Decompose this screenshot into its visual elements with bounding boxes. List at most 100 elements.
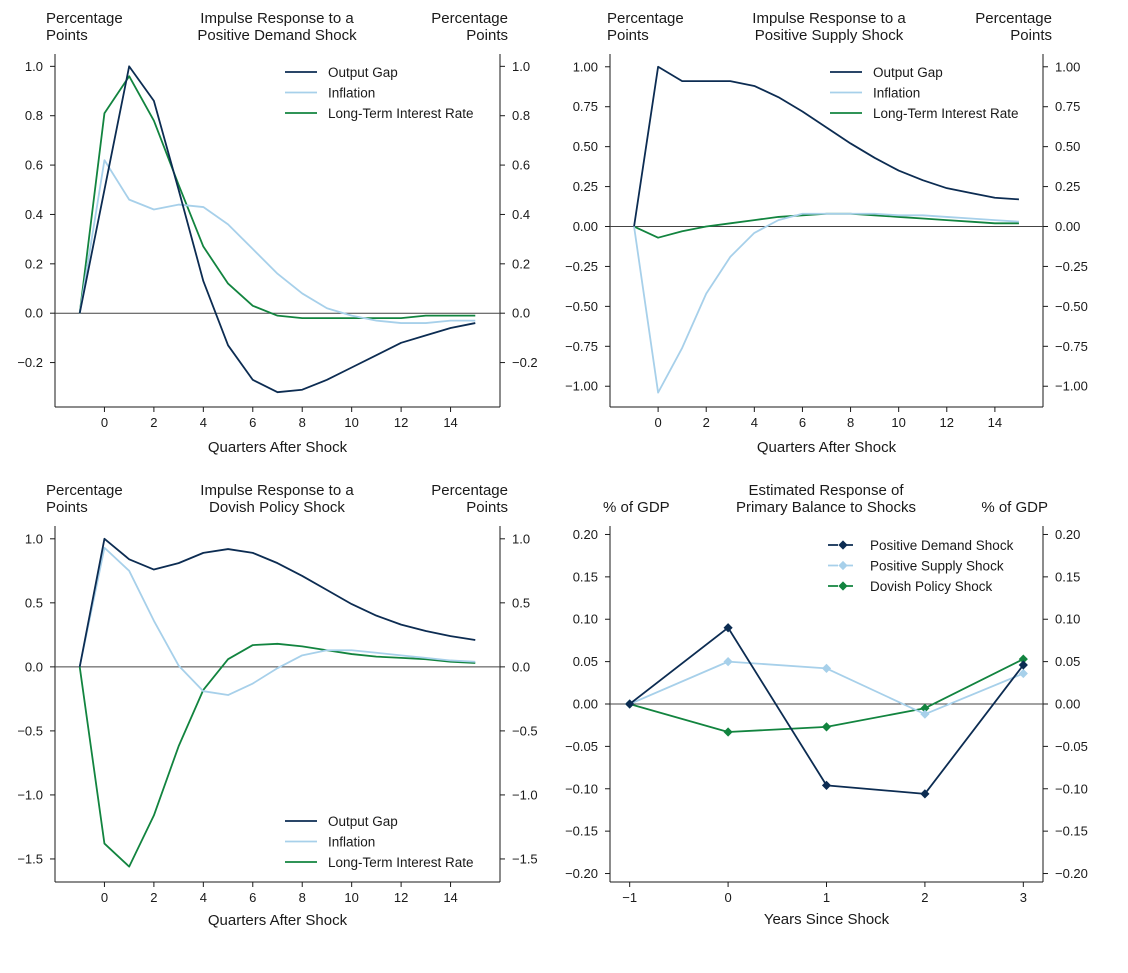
y-tick-label: 0.15	[1055, 569, 1080, 584]
right-unit-label: Percentage	[975, 10, 1052, 27]
x-tick-label: 0	[654, 415, 661, 430]
left-unit-label: Points	[46, 499, 88, 516]
data-point	[920, 789, 930, 799]
x-tick-label: 12	[394, 890, 408, 905]
x-tick-label: 6	[249, 415, 256, 430]
x-tick-label: −1	[622, 890, 637, 905]
left-unit-label: Points	[46, 27, 88, 44]
y-tick-label: 0.6	[512, 158, 530, 173]
y-tick-label: 1.0	[512, 531, 530, 546]
right-unit-label: Percentage	[431, 10, 508, 27]
series-line	[78, 75, 476, 320]
y-tick-label: −0.5	[17, 723, 43, 738]
y-tick-label: −1.5	[17, 851, 43, 866]
series-line	[78, 65, 476, 394]
y-tick-label: −0.10	[1055, 781, 1088, 796]
series-line	[629, 626, 1025, 795]
y-tick-label: −0.2	[512, 355, 538, 370]
series-line	[78, 159, 476, 324]
x-tick-label: 14	[988, 415, 1002, 430]
y-tick-label: −0.2	[17, 355, 43, 370]
data-point	[1018, 660, 1028, 670]
legend-marker	[838, 540, 848, 550]
series-line	[78, 642, 476, 868]
y-tick-label: 1.00	[1055, 59, 1080, 74]
y-tick-label: 0.2	[512, 256, 530, 271]
chart-title: Positive Demand Shock	[197, 27, 357, 44]
data-point	[625, 699, 635, 709]
chart-title: Primary Balance to Shocks	[736, 499, 916, 516]
y-tick-label: −0.20	[1055, 866, 1088, 881]
y-tick-label: 0.00	[573, 219, 598, 234]
y-tick-label: −0.50	[565, 299, 598, 314]
x-tick-label: 8	[299, 890, 306, 905]
y-tick-label: −0.50	[1055, 299, 1088, 314]
x-tick-label: 10	[344, 890, 358, 905]
x-tick-label: 8	[847, 415, 854, 430]
legend-label: Inflation	[328, 86, 375, 101]
legend-label: Output Gap	[328, 65, 398, 80]
x-tick-label: 8	[299, 415, 306, 430]
y-tick-label: −1.0	[17, 787, 43, 802]
y-tick-label: 0.4	[25, 207, 43, 222]
chart-panel-4: % of GDP % of GDP Estimated Response ofPri…	[565, 482, 1088, 928]
x-axis-label: Quarters After Shock	[208, 912, 348, 929]
y-tick-label: −1.00	[1055, 379, 1088, 394]
x-axis-label: Quarters After Shock	[208, 439, 348, 456]
series-line	[633, 212, 1019, 394]
series-line	[633, 65, 1019, 227]
left-unit-label: Percentage	[46, 482, 123, 499]
y-tick-label: 0.75	[573, 99, 598, 114]
x-axis-label: Years Since Shock	[764, 911, 890, 928]
x-tick-label: 12	[394, 415, 408, 430]
y-tick-label: 0.5	[25, 595, 43, 610]
chart-panel-2: PercentagePointsPercentagePointsImpulse …	[565, 10, 1088, 456]
right-unit-label: Percentage	[431, 482, 508, 499]
y-tick-label: −0.05	[1055, 739, 1088, 754]
legend-label: Long-Term Interest Rate	[873, 106, 1019, 121]
data-point	[723, 657, 733, 667]
chart-title: Impulse Response to a	[200, 10, 354, 27]
y-tick-label: 0.20	[573, 527, 598, 542]
data-point	[821, 722, 832, 732]
y-tick-label: 1.0	[512, 59, 530, 74]
y-tick-label: 1.00	[573, 59, 598, 74]
y-tick-label: 0.0	[25, 659, 43, 674]
y-tick-label: −0.15	[565, 824, 598, 839]
legend-label: Dovish Policy Shock	[870, 579, 993, 594]
data-point	[920, 709, 930, 719]
x-tick-label: 4	[751, 415, 758, 430]
x-tick-label: 2	[703, 415, 710, 430]
legend-label: Positive Supply Shock	[870, 559, 1004, 574]
y-tick-label: 0.05	[1055, 654, 1080, 669]
data-point	[723, 727, 733, 737]
legend-label: Long-Term Interest Rate	[328, 106, 474, 121]
x-tick-label: 0	[101, 890, 108, 905]
x-tick-label: 6	[799, 415, 806, 430]
y-tick-label: 0.50	[1055, 139, 1080, 154]
y-tick-label: 0.15	[573, 569, 598, 584]
x-axis-label: Quarters After Shock	[757, 439, 897, 456]
y-tick-label: −1.0	[512, 787, 538, 802]
series-line	[78, 537, 476, 668]
chart-title: Estimated Response of	[748, 482, 904, 499]
y-tick-label: −1.00	[565, 379, 598, 394]
left-unit-label: Points	[607, 27, 649, 44]
legend-marker	[838, 560, 848, 571]
y-tick-label: 1.0	[25, 531, 43, 546]
data-point	[920, 703, 930, 713]
y-tick-label: −0.25	[1055, 259, 1088, 274]
data-point	[821, 780, 832, 790]
y-tick-label: 0.8	[25, 108, 43, 123]
y-tick-label: 0.5	[512, 595, 530, 610]
chart-panel-3: PercentagePointsPercentagePointsImpulse …	[17, 482, 537, 929]
y-tick-label: −0.15	[1055, 824, 1088, 839]
y-tick-label: 0.00	[573, 697, 598, 712]
chart-title: Impulse Response to a	[200, 482, 354, 499]
data-point	[1018, 668, 1028, 679]
y-tick-label: −0.20	[565, 866, 598, 881]
x-tick-label: 10	[344, 415, 358, 430]
right-unit-label: Points	[1010, 27, 1052, 44]
y-tick-label: −0.5	[512, 723, 538, 738]
